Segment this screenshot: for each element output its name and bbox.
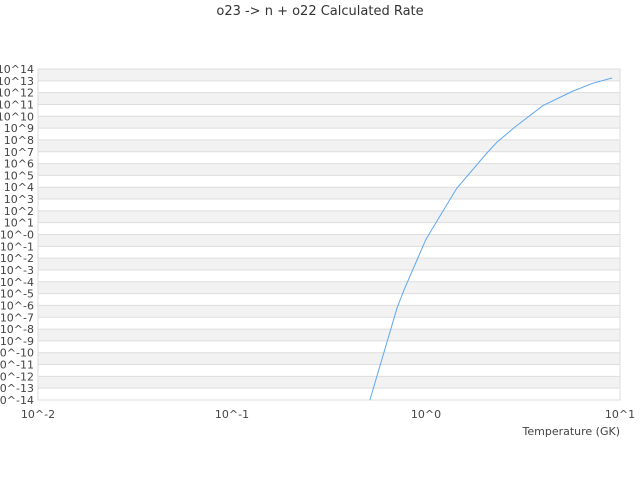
y-tick-label: 10^3 xyxy=(4,193,34,206)
grid-band xyxy=(38,281,620,294)
y-tick-label: 10^13 xyxy=(0,75,34,88)
y-tick-label: 10^-8 xyxy=(0,323,34,336)
grid-band xyxy=(38,92,620,105)
y-tick-label: 10^-4 xyxy=(0,276,34,289)
x-tick-label: 10^-1 xyxy=(215,408,249,421)
y-tick-label: 10^5 xyxy=(4,169,34,182)
grid-band xyxy=(38,305,620,318)
y-tick-label: 10^6 xyxy=(4,158,34,171)
plot-border xyxy=(37,68,621,401)
y-tick-label: 10^-12 xyxy=(0,370,34,383)
y-tick-label: 10^8 xyxy=(4,134,34,147)
y-tick-label: 10^11 xyxy=(0,98,34,111)
y-tick-label: 10^2 xyxy=(4,205,34,218)
grid-band xyxy=(38,352,620,365)
x-tick-label: 10^1 xyxy=(605,408,635,421)
y-tick-label: 10^-14 xyxy=(0,394,34,407)
y-tick-label: 10^9 xyxy=(4,122,34,135)
grid-band xyxy=(38,139,620,152)
y-tick-label: 10^1 xyxy=(4,217,34,230)
y-tick-label: 10^4 xyxy=(4,181,34,194)
y-tick-label: 10^-0 xyxy=(0,229,34,242)
grid-band xyxy=(38,116,620,129)
grid-band xyxy=(38,69,620,81)
x-axis-label: Temperature (GK) xyxy=(522,425,621,438)
y-tick-label: 10^-7 xyxy=(0,311,34,324)
grid-band xyxy=(38,163,620,176)
y-tick-label: 10^-9 xyxy=(0,335,34,348)
y-tick-label: 10^-11 xyxy=(0,359,34,372)
grid-band xyxy=(38,376,620,389)
grid-band xyxy=(38,258,620,270)
grid-band xyxy=(38,234,620,247)
y-tick-label: 10^7 xyxy=(4,146,34,159)
grid-band xyxy=(38,187,620,200)
y-tick-label: 10^-2 xyxy=(0,252,34,265)
y-tick-label: 10^-1 xyxy=(0,240,34,253)
chart-title: o23 -> n + o22 Calculated Rate xyxy=(216,4,424,19)
y-tick-label: 10^-13 xyxy=(0,382,34,395)
y-tick-label: 10^-3 xyxy=(0,264,34,277)
x-tick-label: 10^0 xyxy=(411,408,441,421)
y-tick-label: 10^-10 xyxy=(0,347,34,360)
y-tick-label: 10^-6 xyxy=(0,299,34,312)
grid-band xyxy=(38,329,620,341)
grid-band xyxy=(38,210,620,223)
y-tick-label: 10^-5 xyxy=(0,288,34,301)
x-tick-label: 10^-2 xyxy=(21,408,55,421)
rate-line xyxy=(369,77,613,401)
y-tick-label: 10^12 xyxy=(0,87,34,100)
y-tick-label: 10^14 xyxy=(0,63,34,76)
y-tick-label: 10^10 xyxy=(0,110,34,123)
